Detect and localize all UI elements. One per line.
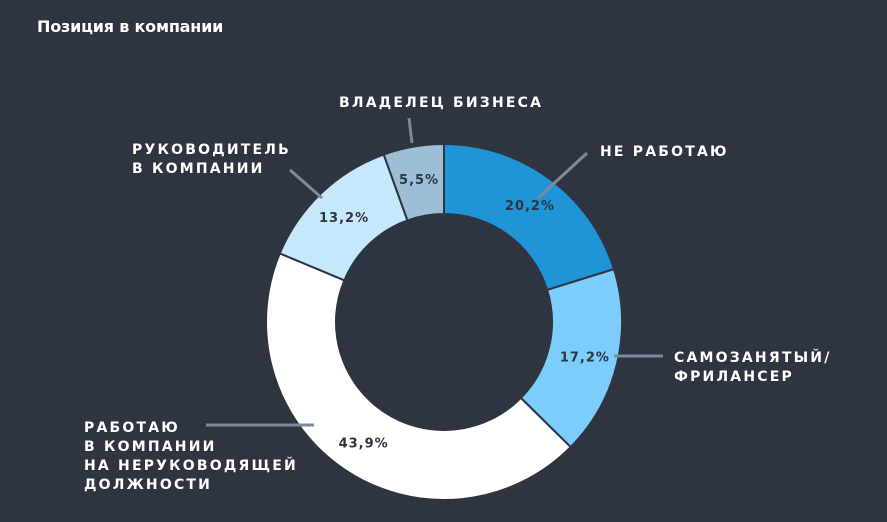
page-title: Позиция в компании xyxy=(37,17,224,36)
slice-category-label: РАБОТАЮ В КОМПАНИИ НА НЕРУКОВОДЯЩЕЙ ДОЛЖНОС… xyxy=(84,420,298,493)
donut-slice xyxy=(265,252,573,501)
slice-value-label: 5,5% xyxy=(399,173,439,188)
category-label-line: ФРИЛАНСЕР xyxy=(674,369,794,385)
slice-category-label: НЕ РАБОТАЮ xyxy=(600,144,729,160)
category-label-line: РАБОТАЮ xyxy=(84,420,180,436)
slice-value-label: 20,2% xyxy=(505,199,555,214)
slice-category-label: ВЛАДЕЛЕЦ БИЗНЕСА xyxy=(339,95,543,111)
category-label-line: В КОМПАНИИ xyxy=(84,439,217,455)
leader-line xyxy=(536,151,589,200)
category-label-line: НЕ РАБОТАЮ xyxy=(600,144,729,160)
category-label-line: РУКОВОДИТЕЛЬ xyxy=(132,142,291,158)
category-label-line: ВЛАДЕЛЕЦ БИЗНЕСА xyxy=(339,95,543,111)
donut-slice xyxy=(443,142,616,292)
donut-slice xyxy=(382,142,445,222)
slice-category-label: САМОЗАНЯТЫЙ/ФРИЛАНСЕР xyxy=(674,349,832,385)
leader-lines xyxy=(206,117,663,427)
slice-value-label: 13,2% xyxy=(319,211,369,226)
slice-category-label: РУКОВОДИТЕЛЬ В КОМПАНИИ xyxy=(132,142,291,177)
category-label-line: НА НЕРУКОВОДЯЩЕЙ xyxy=(84,457,298,474)
category-label-line: САМОЗАНЯТЫЙ/ xyxy=(674,349,832,366)
category-labels: НЕ РАБОТАЮ САМОЗАНЯТЫЙ/ФРИЛАНСЕР РАБОТАЮ В … xyxy=(84,95,832,493)
value-labels: 20,2% 17,2% 43,9% 13,2% 5,5% xyxy=(319,173,610,452)
category-label-line: В КОМПАНИИ xyxy=(132,161,265,177)
donut-slices xyxy=(265,142,623,501)
leader-line xyxy=(289,168,323,200)
category-label-line: ДОЛЖНОСТИ xyxy=(84,477,212,493)
slice-value-label: 17,2% xyxy=(560,350,610,365)
slice-value-label: 43,9% xyxy=(339,437,389,452)
leader-line xyxy=(407,117,414,144)
